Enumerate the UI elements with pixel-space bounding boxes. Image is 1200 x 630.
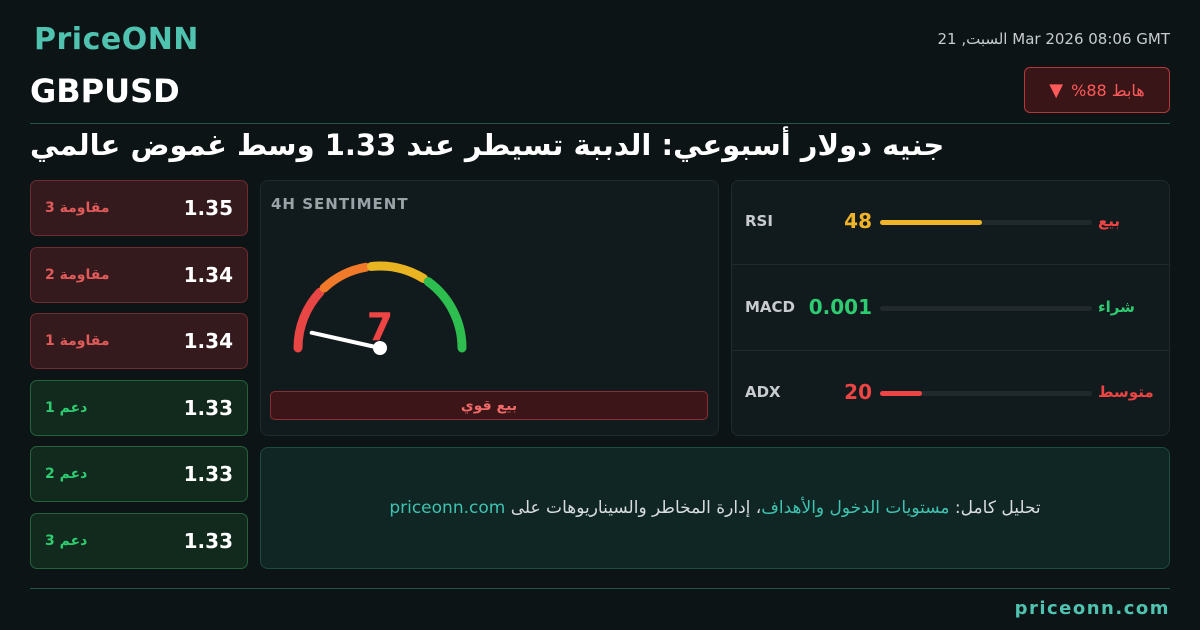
level-card: دعم 1 1.33 — [30, 379, 248, 436]
level-card: مقاومة 3 1.35 — [30, 180, 248, 236]
level-value: 1.33 — [183, 529, 233, 553]
indicator-track — [880, 391, 1092, 396]
indicator-track — [880, 220, 1092, 225]
cta-part[interactable]: priceonn.com — [389, 498, 506, 518]
cta-part[interactable]: مستويات الدخول والأهداف — [761, 498, 950, 518]
indicator-value: 48 — [844, 209, 872, 233]
gauge: 7 — [293, 261, 467, 355]
gauge-hub — [373, 341, 387, 355]
level-card: مقاومة 1 1.34 — [30, 313, 248, 370]
level-value: 1.33 — [183, 395, 233, 420]
separator — [732, 350, 1170, 351]
level-card: مقاومة 2 1.34 — [30, 246, 248, 303]
level-value: 1.34 — [183, 262, 233, 287]
headline: جنيه دولار أسبوعي: الدببة تسيطر عند 1.33… — [30, 128, 945, 162]
cta-part: تحليل كامل: — [949, 498, 1041, 518]
indicator-signal: شراء — [1098, 297, 1135, 316]
change-badge: ▼ هابط 88% — [1024, 67, 1170, 113]
gauge-value: 7 — [367, 305, 393, 349]
timestamp: السبت, 21 Mar 2026 08:06 GMT — [937, 30, 1170, 48]
gauge-segment — [366, 261, 428, 283]
gauge-segment — [423, 277, 467, 353]
divider — [30, 123, 1170, 124]
indicator-bar — [880, 220, 982, 225]
level-card: دعم 2 1.33 — [30, 446, 248, 503]
indicator-name: MACD — [745, 297, 795, 316]
cta-part: ، إدارة المخاطر والسيناريوهات على — [505, 498, 762, 518]
level-label: مقاومة 3 — [45, 200, 110, 216]
divider — [30, 588, 1170, 589]
badge-arrow: ▼ — [1049, 79, 1064, 101]
level-label: مقاومة 2 — [45, 266, 110, 283]
cta: تحليل كامل: مستويات الدخول والأهداف، إدا… — [260, 447, 1170, 569]
indicator-bar — [880, 391, 923, 396]
cta-text: تحليل كامل: مستويات الدخول والأهداف، إدا… — [389, 498, 1040, 518]
sentiment-label: بيع قوي — [270, 391, 708, 420]
level-label: دعم 3 — [45, 533, 88, 549]
level-label: دعم 2 — [45, 466, 88, 483]
footer-link[interactable]: priceonn.com — [1014, 598, 1170, 619]
level-value: 1.33 — [183, 462, 233, 487]
level-label: مقاومة 1 — [45, 333, 110, 350]
level-value: 1.34 — [183, 329, 233, 354]
indicator-signal: بيع — [1098, 212, 1121, 230]
badge-text: هابط 88% — [1071, 80, 1145, 100]
gauge-needle — [309, 330, 382, 350]
gauge-segment — [319, 262, 371, 293]
symbol: GBPUSD — [30, 72, 180, 110]
indicator-track — [880, 305, 1092, 311]
sentiment-title: 4H SENTIMENT — [271, 195, 409, 213]
brand: PriceONN — [34, 22, 199, 57]
separator — [732, 264, 1170, 265]
level-value: 1.35 — [183, 196, 233, 220]
indicator-value: 20 — [844, 380, 872, 404]
indicator-name: RSI — [745, 212, 773, 230]
level-card: دعم 3 1.33 — [30, 513, 248, 569]
level-label: دعم 1 — [45, 399, 88, 416]
indicator-value: 0.001 — [808, 294, 872, 319]
indicator-signal: متوسط — [1098, 383, 1154, 401]
gauge-segment — [293, 287, 325, 353]
indicator-name: ADX — [745, 383, 781, 401]
